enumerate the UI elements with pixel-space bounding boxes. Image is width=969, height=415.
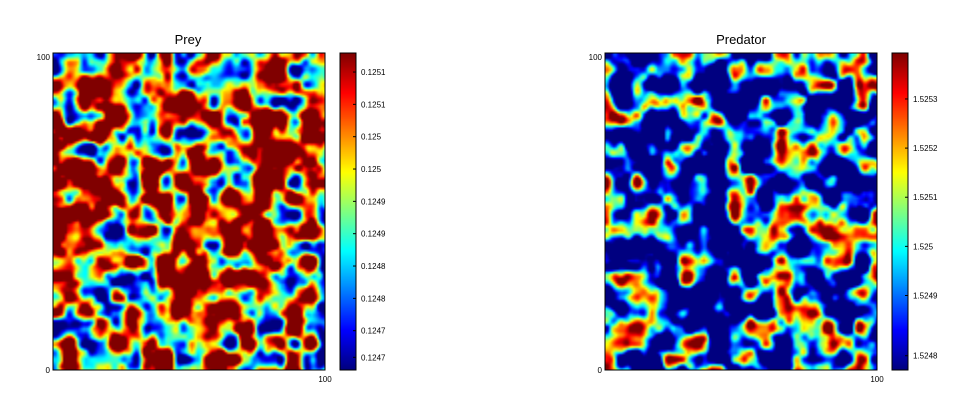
predator-colorbar-tick-label: 1.5248	[913, 352, 938, 361]
prey-axes-frame	[52, 52, 326, 371]
prey-colorbar-tick-label: 0.1248	[361, 294, 386, 303]
predator-colorbar-ticks: 1.5253 1.5252 1.5251 1.525 1.5249 1.5248	[905, 95, 938, 361]
predator-colorbar-tick-label: 1.5251	[913, 193, 938, 202]
prey-colorbar-tick-label: 0.1251	[361, 100, 386, 109]
predator-colorbar-frame	[891, 52, 909, 371]
prey-colorbar-tick-label: 0.1249	[361, 230, 386, 239]
predator-axes-frame	[604, 52, 878, 371]
prey-colorbar-tick-label: 0.1251	[361, 68, 386, 77]
predator-xtick-100: 100	[870, 375, 884, 384]
prey-heatmap	[53, 53, 325, 370]
predator-colorbar	[892, 53, 908, 370]
prey-colorbar-tick-label: 0.1248	[361, 262, 386, 271]
predator-ytick-0: 0	[598, 366, 603, 375]
predator-panel: Predator 0 100 100 1.52531.52521.52511.5…	[589, 32, 938, 384]
predator-colorbar-tick-label: 1.5249	[913, 292, 938, 301]
predator-heatmap	[605, 53, 877, 370]
prey-ytick-0: 0	[46, 366, 51, 375]
predator-colorbar-tick-label: 1.5252	[913, 144, 938, 153]
prey-colorbar-frame	[339, 52, 357, 371]
prey-colorbar-ticks: 0.1251 0.1251 0.125 0.125 0.1249 0.1249 0.1248…	[353, 68, 386, 362]
prey-xtick-100: 100	[318, 375, 332, 384]
predator-ytick-100: 100	[589, 53, 603, 62]
prey-colorbar-tick-label: 0.1247	[361, 327, 386, 336]
prey-colorbar-tick-label: 0.125	[361, 165, 382, 174]
prey-ytick-100: 100	[37, 53, 51, 62]
prey-title: Prey	[175, 32, 202, 47]
predator-title: Predator	[716, 32, 767, 47]
prey-colorbar-tick-label: 0.1249	[361, 197, 386, 206]
prey-colorbar-tick-label: 0.125	[361, 133, 382, 142]
prey-colorbar	[340, 53, 356, 370]
prey-colorbar-tick-label: 0.1247	[361, 353, 386, 362]
prey-panel: Prey 0 100 100 0.12510.12510.1250.1250.1…	[37, 32, 386, 384]
predator-colorbar-tick-label: 1.525	[913, 242, 934, 251]
predator-colorbar-tick-label: 1.5253	[913, 95, 938, 104]
